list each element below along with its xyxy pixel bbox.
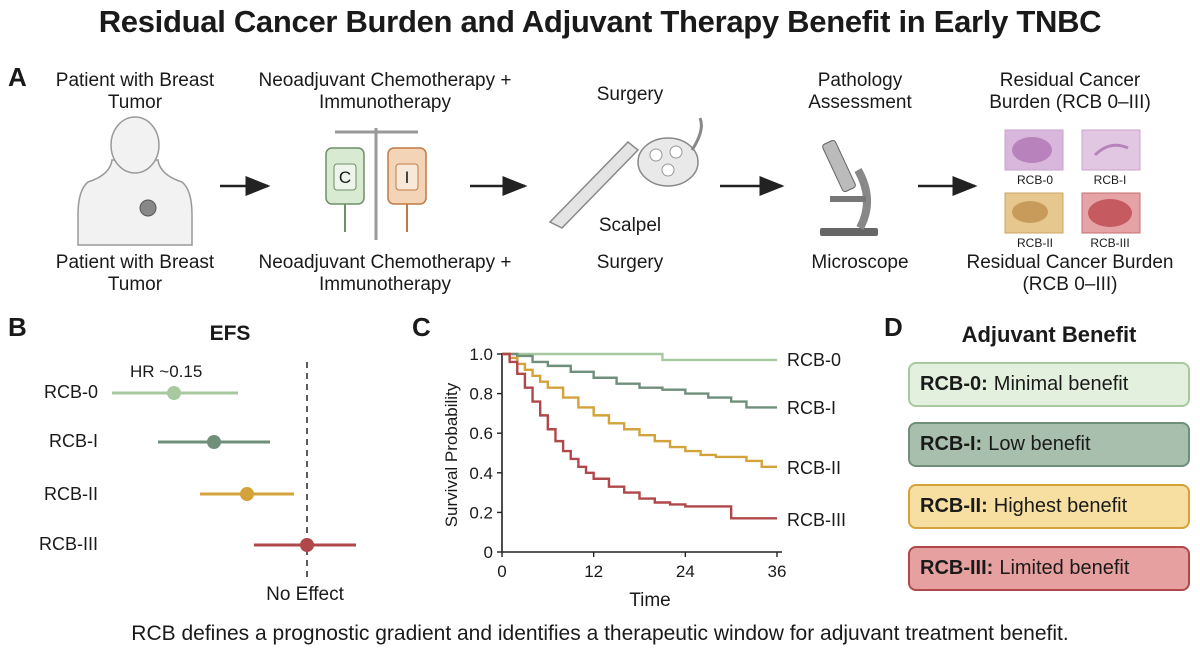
- step-1-bottom-label: Patient with Breast Tumor: [55, 252, 215, 295]
- benefit-text-0: Minimal benefit: [993, 373, 1129, 395]
- rcb-tile-caption-0: RCB-0: [1016, 173, 1053, 187]
- km-series-label-3: RCB-III: [787, 510, 847, 530]
- rcb-tile-caption-3: RCB-III: [1090, 236, 1130, 250]
- microscope-icon: [820, 139, 878, 236]
- forest-row-label-2: RCB-II: [44, 484, 98, 504]
- rcb-tile-caption-2: RCB-II: [1017, 236, 1053, 250]
- panel-letter-b: B: [8, 312, 27, 342]
- km-x-tick-label-3: 36: [768, 562, 787, 581]
- step-5-bottom-label: Residual Cancer Burden (RCB 0–III): [966, 252, 1174, 295]
- step-2-top-label: Neoadjuvant Chemotherapy + Immunotherapy: [258, 70, 512, 113]
- km-series-label-2: RCB-II: [787, 458, 841, 478]
- forest-annotation: HR ~0.15: [130, 362, 203, 381]
- iv-bag-label-1: I: [405, 168, 410, 187]
- km-y-tick-label-0: 0: [484, 543, 493, 562]
- step-2-bottom-label: Neoadjuvant Chemotherapy + Immunotherapy: [258, 252, 512, 295]
- benefit-strong-3: RCB-III:: [920, 557, 994, 579]
- benefit-box-rcb-3: RCB-III: Limited benefit: [908, 546, 1190, 591]
- footer-caption: RCB defines a prognostic gradient and id…: [131, 622, 1069, 645]
- scalpel-icon: [548, 140, 640, 229]
- km-series-line-2: [502, 352, 777, 469]
- benefit-box-rcb-2: RCB-II: Highest benefit: [908, 484, 1190, 529]
- step-1-top-label: Patient with Breast Tumor: [55, 70, 215, 113]
- benefit-box-rcb-0: RCB-0: Minimal benefit: [908, 362, 1190, 407]
- forest-reference-label: No Effect: [266, 584, 344, 605]
- forest-plot: [112, 362, 356, 580]
- iv-bags-icon: [325, 128, 427, 240]
- forest-point-2: [240, 487, 254, 501]
- km-series-line-1: [502, 352, 777, 409]
- step-3-mid-label: Scalpel: [598, 215, 662, 236]
- km-series-line-3: [502, 352, 777, 520]
- panel-letter-c: C: [412, 312, 431, 342]
- benefit-text-2: Highest benefit: [993, 495, 1128, 517]
- panel-letter-a: A: [8, 62, 27, 92]
- km-series-label-1: RCB-I: [787, 398, 836, 418]
- benefit-text-3: Limited benefit: [999, 557, 1130, 579]
- forest-row-label-3: RCB-III: [38, 534, 98, 554]
- forest-point-0: [167, 386, 181, 400]
- forest-point-1: [207, 435, 221, 449]
- step-5-top-label: Residual Cancer Burden (RCB 0–III): [989, 70, 1151, 113]
- step-4-top-label: Pathology Assessment: [808, 70, 912, 113]
- patient-torso-icon: [77, 116, 193, 246]
- forest-row-label-1: RCB-I: [49, 431, 98, 451]
- benefit-strong-0: RCB-0:: [920, 373, 988, 395]
- panel-letter-d: D: [884, 312, 903, 342]
- km-y-tick-label-1: 0.2: [469, 503, 493, 522]
- km-y-tick-label-4: 0.8: [469, 385, 493, 404]
- histology-tiles-icon: [1004, 129, 1141, 234]
- km-chart: 0 0.2 0.4 0.6 0.8 1.0 0 12 24 36: [469, 345, 786, 581]
- km-y-tick-label-3: 0.6: [469, 424, 493, 443]
- km-x-tick-label-1: 12: [584, 562, 603, 581]
- benefit-strong-2: RCB-II:: [920, 495, 988, 517]
- km-series-label-0: RCB-0: [787, 350, 842, 370]
- benefit-box-rcb-1: RCB-I: Low benefit: [908, 422, 1190, 467]
- km-y-tick-label-5: 1.0: [469, 345, 493, 364]
- iv-bag-label-0: C: [339, 168, 351, 187]
- step-3-bottom-label: Surgery: [596, 252, 664, 273]
- benefit-strong-1: RCB-I:: [920, 433, 983, 455]
- step-4-bottom-label: Microscope: [811, 252, 909, 273]
- main-title: Residual Cancer Burden and Adjuvant Ther…: [98, 4, 1102, 39]
- benefit-title: Adjuvant Benefit: [961, 322, 1137, 347]
- forest-row-label-0: RCB-0: [43, 382, 98, 402]
- surgical-lamp-icon: [637, 117, 703, 187]
- km-x-axis-label: Time: [629, 590, 671, 611]
- km-series-line-0: [502, 352, 777, 362]
- step-3-top-label: Surgery: [596, 84, 664, 105]
- forest-title: EFS: [209, 322, 251, 345]
- benefit-text-1: Low benefit: [988, 433, 1091, 455]
- km-x-tick-label-0: 0: [497, 562, 506, 581]
- forest-point-3: [300, 538, 314, 552]
- km-y-tick-label-2: 0.4: [469, 464, 493, 483]
- rcb-tile-caption-1: RCB-I: [1093, 173, 1127, 187]
- km-x-tick-label-2: 24: [676, 562, 695, 581]
